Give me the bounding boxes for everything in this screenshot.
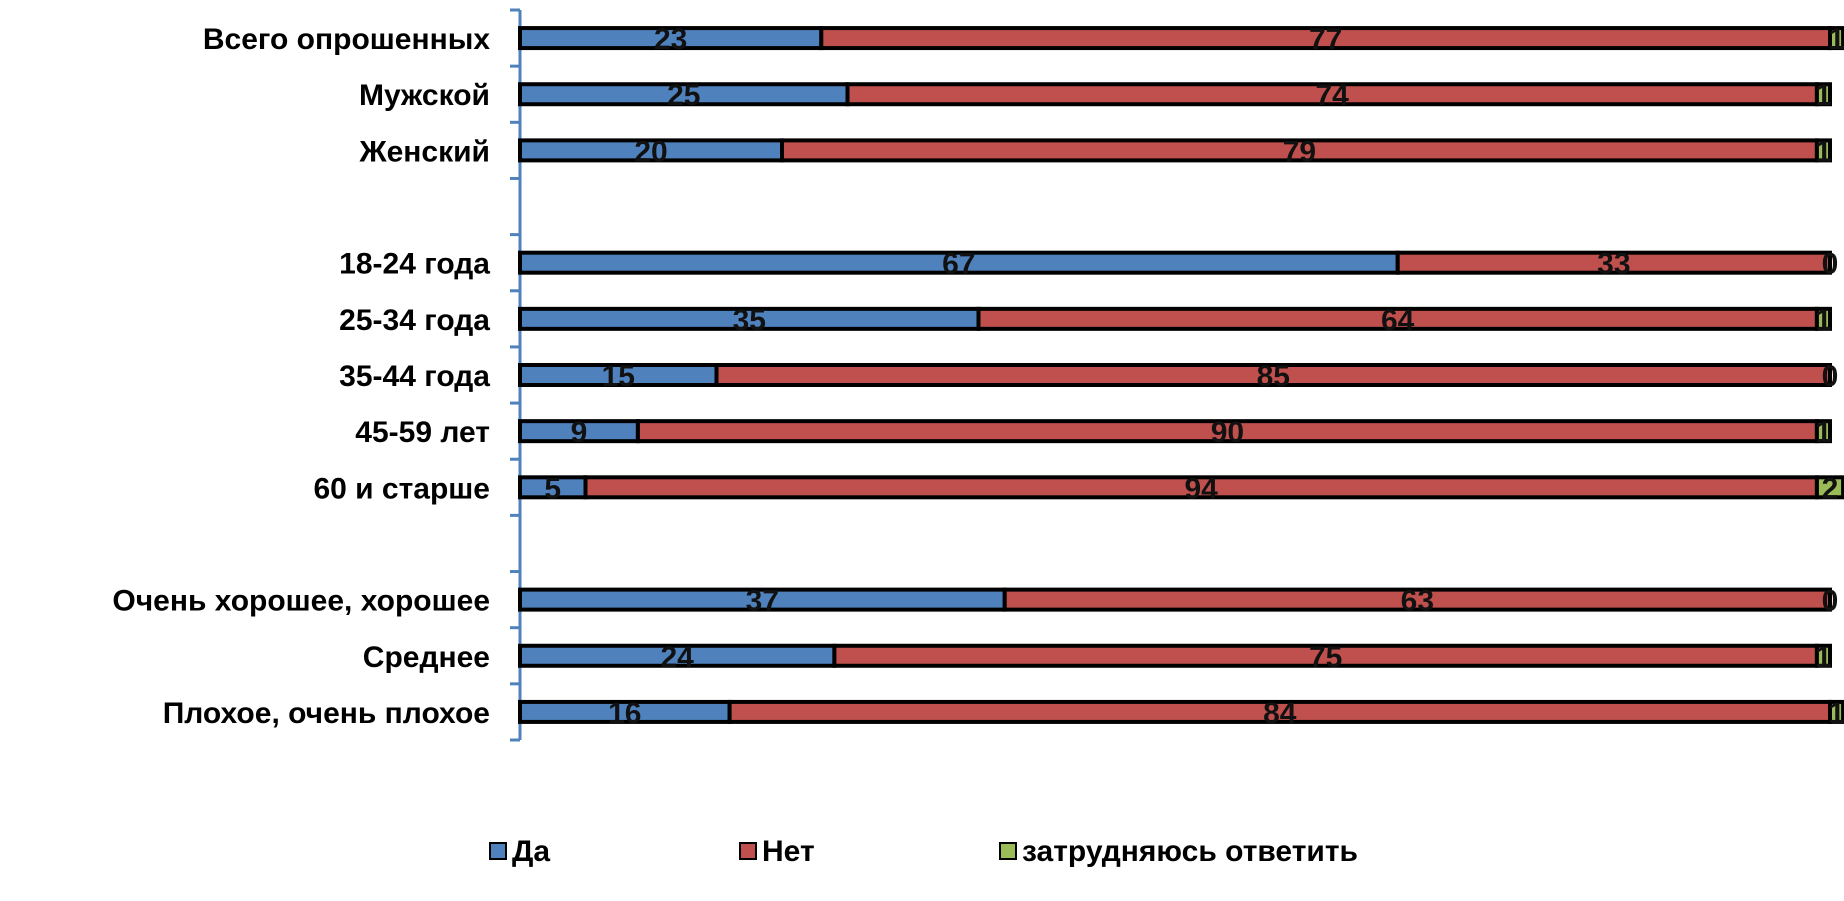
bar-затрудняюсь-ответить-1 (1814, 82, 1833, 107)
legend-label-нет: Нет (762, 835, 815, 868)
bar-затрудняюсь-ответить-11 (1814, 643, 1833, 668)
bar-нет-6 (714, 363, 1832, 387)
bar-затрудняюсь-ответить-0 (1828, 26, 1844, 51)
data-label-нет-6: 85 (1257, 360, 1290, 393)
bar-затрудняюсь-ответить-7 (1814, 419, 1833, 444)
legend-label-да: Да (512, 835, 550, 868)
data-label-затрудняюсь-ответить-12: 1 (1828, 697, 1844, 730)
data-label-затрудняюсь-ответить-7: 1 (1815, 416, 1832, 449)
category-label-1: Мужской (359, 79, 490, 112)
category-label-6: 35-44 года (339, 360, 490, 393)
bar-нет-4 (1395, 250, 1832, 275)
data-label-затрудняюсь-ответить-8: 2 (1822, 472, 1839, 505)
legend-swatch-да (489, 842, 507, 860)
data-label-нет-12: 84 (1263, 697, 1297, 730)
data-label-нет-10: 63 (1401, 585, 1434, 618)
category-label-0: Всего опрошенных (203, 23, 490, 56)
legend-swatch-затрудняюсь-ответить (999, 842, 1017, 860)
data-label-да-8: 5 (544, 472, 561, 505)
data-labels: 23 77 125 74 120 79 167 33 035 64 115 85 09 90 15 94 237… (544, 23, 1844, 730)
category-label-2: Женский (358, 135, 490, 168)
data-label-нет-11: 75 (1309, 641, 1342, 674)
data-label-нет-5: 64 (1381, 304, 1415, 337)
bar-затрудняюсь-ответить-8 (1814, 475, 1844, 500)
data-label-затрудняюсь-ответить-11: 1 (1815, 641, 1832, 674)
data-label-затрудняюсь-ответить-0: 1 (1828, 23, 1844, 56)
data-label-да-2: 20 (634, 135, 667, 168)
category-label-7: 45-59 лет (355, 416, 490, 449)
data-label-да-0: 23 (654, 23, 687, 56)
data-label-да-4: 67 (942, 248, 975, 281)
bar-затрудняюсь-ответить-2 (1814, 138, 1833, 163)
category-label-5: 25-34 года (339, 304, 490, 337)
data-label-затрудняюсь-ответить-4: 0 (1822, 248, 1839, 281)
category-label-10: Очень хорошее, хорошее (112, 585, 490, 618)
legend-swatch-нет (739, 842, 757, 860)
data-label-затрудняюсь-ответить-1: 1 (1815, 79, 1832, 112)
category-label-12: Плохое, очень плохое (163, 697, 490, 730)
bars (518, 26, 1844, 724)
data-label-да-11: 24 (661, 641, 695, 674)
legend-label-затрудняюсь-ответить: затрудняюсь ответить (1022, 835, 1358, 868)
bar-затрудняюсь-ответить-5 (1814, 306, 1833, 331)
data-label-да-6: 15 (602, 360, 635, 393)
data-label-затрудняюсь-ответить-10: 0 (1822, 585, 1839, 618)
category-label-4: 18-24 года (339, 248, 490, 281)
data-label-затрудняюсь-ответить-6: 0 (1822, 360, 1839, 393)
data-label-нет-4: 33 (1597, 248, 1630, 281)
data-label-нет-8: 94 (1185, 472, 1219, 505)
bar-нет-10 (1002, 587, 1832, 612)
data-label-затрудняюсь-ответить-2: 1 (1815, 135, 1832, 168)
category-labels: Всего опрошенных Мужской Женский 18-24 года… (112, 23, 490, 730)
legend: Да Нет затрудняюсь ответить (489, 835, 1358, 868)
data-label-да-10: 37 (746, 585, 779, 618)
data-label-нет-1: 74 (1316, 79, 1350, 112)
data-label-да-1: 25 (667, 79, 700, 112)
category-label-8: 60 и старше (313, 472, 490, 505)
category-label-11: Среднее (363, 641, 490, 674)
bar-затрудняюсь-ответить-12 (1828, 699, 1844, 724)
data-label-затрудняюсь-ответить-5: 1 (1815, 304, 1832, 337)
data-label-нет-0: 77 (1309, 23, 1342, 56)
data-label-нет-2: 79 (1283, 135, 1316, 168)
data-label-да-7: 9 (571, 416, 588, 449)
data-label-да-5: 35 (733, 304, 766, 337)
data-label-да-12: 16 (608, 697, 641, 730)
data-label-нет-7: 90 (1211, 416, 1244, 449)
